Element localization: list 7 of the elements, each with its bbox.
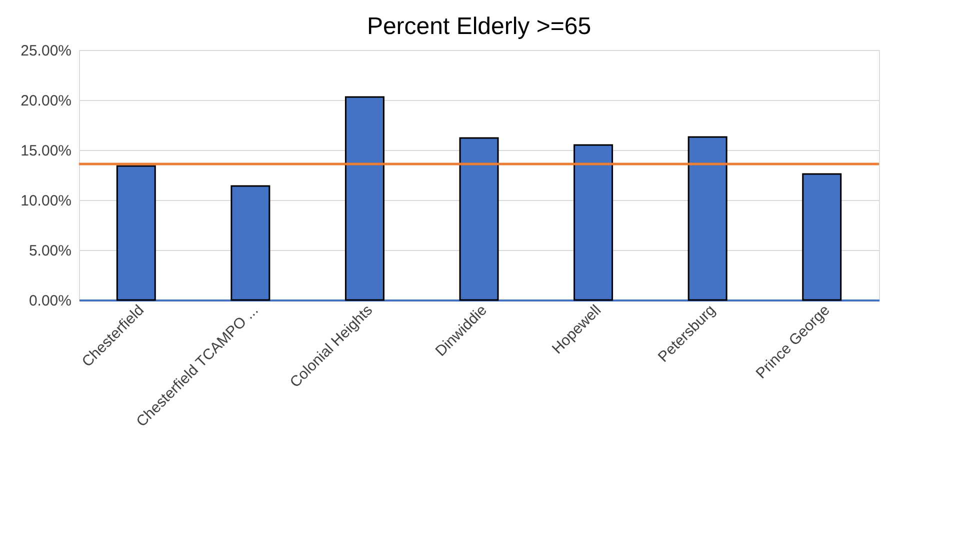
y-tick-label: 0.00% [28, 292, 72, 310]
chart-title: Percent Elderly >=65 [366, 13, 592, 40]
y-tick-label: 10.00% [20, 192, 72, 210]
y-tick-label: 25.00% [20, 42, 72, 60]
y-tick-label: 20.00% [20, 92, 72, 110]
y-tick-label: 5.00% [28, 242, 72, 260]
y-tick-label: 15.00% [20, 142, 72, 160]
